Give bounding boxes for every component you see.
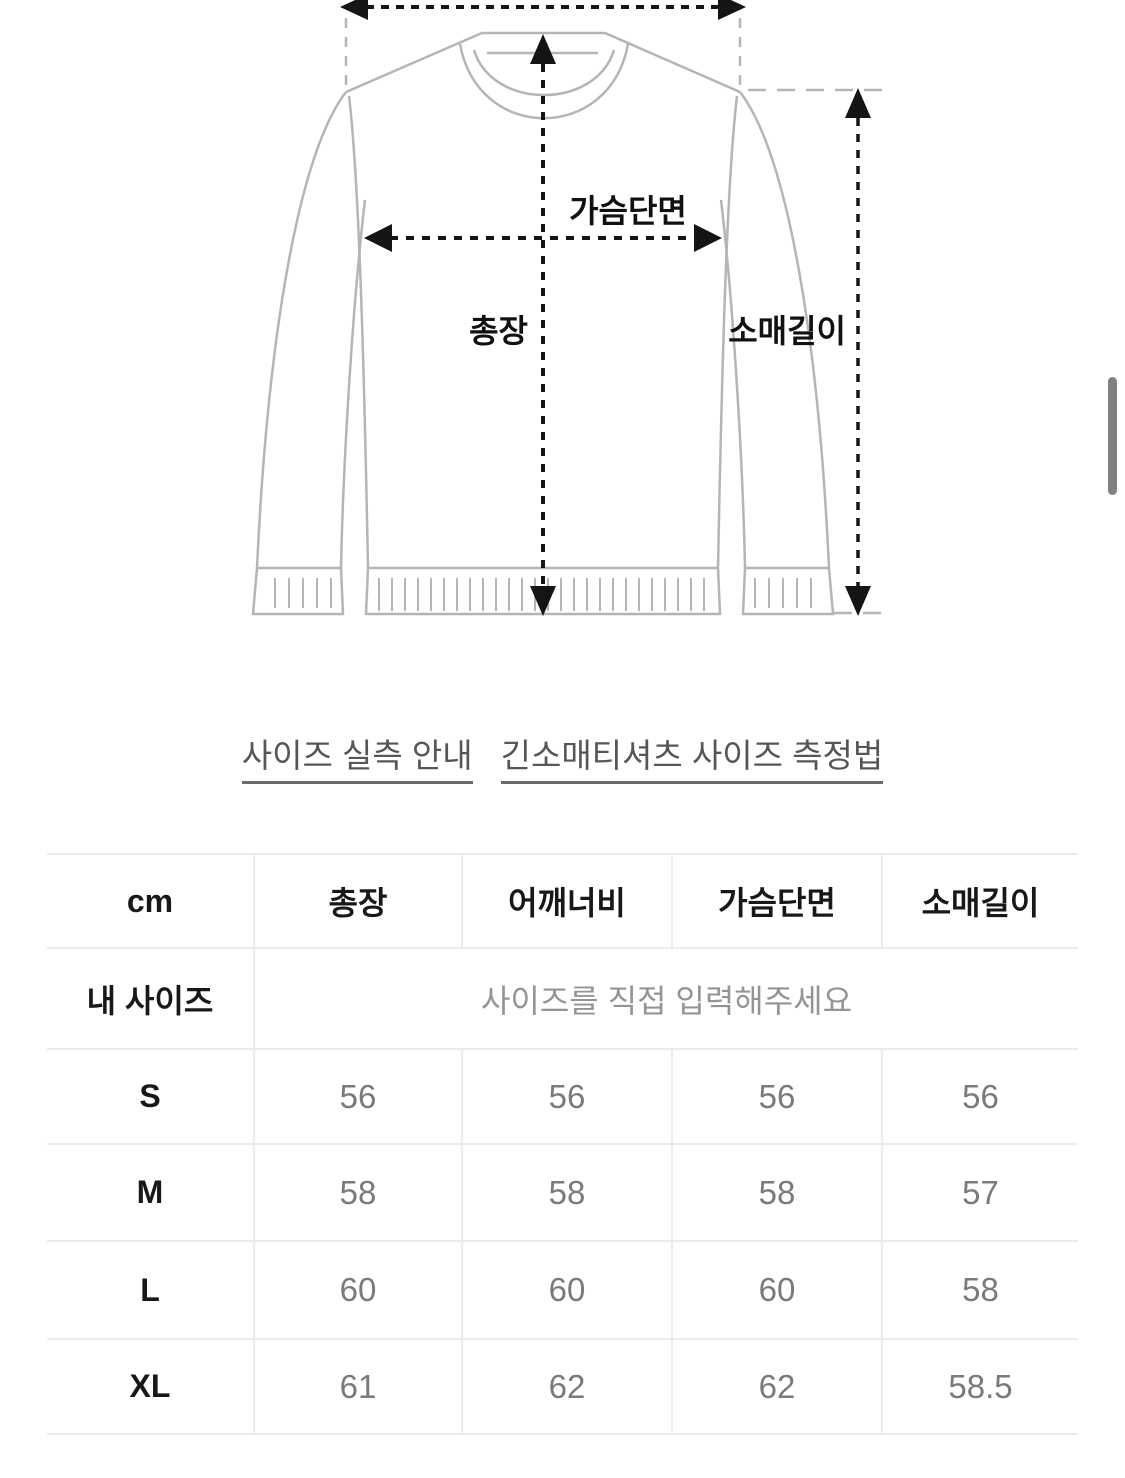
size-label-m: M	[47, 1143, 255, 1242]
size-label-s: S	[47, 1048, 255, 1145]
table-row-xl: XL 61 62 62 58.5	[47, 1338, 1078, 1435]
left-cuff-ticks	[274, 578, 332, 608]
arrow-up-icon	[845, 88, 871, 118]
size-label-xl: XL	[47, 1338, 255, 1435]
value-cell: 62	[671, 1338, 883, 1435]
unit-header-cell: cm	[47, 853, 255, 949]
size-measure-guide-link[interactable]: 사이즈 실측 안내	[241, 736, 473, 784]
size-guide-links: 사이즈 실측 안내 긴소매티셔츠 사이즈 측정법	[0, 736, 1125, 784]
size-label-l: L	[47, 1240, 255, 1340]
sweatshirt-flat-sketch-icon: 가슴단면 총장 소매길이	[251, 0, 888, 616]
arrow-right-icon	[694, 224, 722, 252]
col-header-chest-width: 가슴단면	[671, 853, 883, 949]
value-cell: 60	[461, 1240, 673, 1340]
value-cell: 58.5	[881, 1338, 1078, 1435]
col-header-sleeve-length: 소매길이	[881, 853, 1078, 949]
arrow-left-icon	[364, 224, 392, 252]
left-sleeve-outer	[255, 91, 347, 569]
arrow-up-icon	[530, 34, 556, 64]
table-row-m: M 58 58 58 57	[47, 1143, 1078, 1242]
table-row-s: S 56 56 56 56	[47, 1048, 1078, 1145]
value-cell: 60	[253, 1240, 463, 1340]
col-header-shoulder-width: 어깨너비	[461, 853, 673, 949]
value-cell: 57	[881, 1143, 1078, 1242]
sleeve-length-label: 소매길이	[728, 313, 846, 349]
value-cell: 58	[671, 1143, 883, 1242]
right-body-seam	[716, 95, 739, 569]
size-table: cm 총장 어깨너비 가슴단면 소매길이 내 사이즈 사이즈를 직접 입력해주세…	[47, 853, 1078, 1435]
value-cell: 56	[881, 1048, 1078, 1145]
total-length-label: 총장	[469, 313, 528, 349]
left-sleeve-inner	[339, 199, 367, 569]
hem-rib-ticks	[378, 578, 705, 611]
right-sleeve-inner	[719, 199, 747, 569]
arrow-down-icon	[845, 586, 871, 616]
value-cell: 62	[461, 1338, 673, 1435]
value-cell: 58	[461, 1143, 673, 1242]
garment-measurement-diagram: 가슴단면 총장 소매길이	[0, 0, 1125, 660]
value-cell: 56	[461, 1048, 673, 1145]
value-cell: 61	[253, 1338, 463, 1435]
table-row-l: L 60 60 60 58	[47, 1240, 1078, 1340]
scrollbar-thumb[interactable]	[1108, 377, 1117, 495]
value-cell: 56	[671, 1048, 883, 1145]
value-cell: 58	[881, 1240, 1078, 1340]
my-size-input[interactable]: 사이즈를 직접 입력해주세요	[253, 947, 1078, 1050]
right-sleeve-outer	[739, 91, 831, 569]
shoulder-collar-outline	[345, 31, 741, 94]
left-cuff	[251, 566, 345, 616]
value-cell: 56	[253, 1048, 463, 1145]
collar-inner-arc	[472, 49, 616, 97]
value-cell: 60	[671, 1240, 883, 1340]
my-size-label: 내 사이즈	[47, 947, 255, 1050]
left-body-seam	[347, 95, 370, 569]
table-header-row: cm 총장 어깨너비 가슴단면 소매길이	[47, 853, 1078, 949]
howto-measure-link[interactable]: 긴소매티셔츠 사이즈 측정법	[500, 736, 884, 784]
arrow-down-icon	[530, 586, 556, 616]
chest-width-label: 가슴단면	[569, 193, 687, 229]
right-cuff-ticks	[754, 578, 812, 608]
col-header-total-length: 총장	[253, 853, 463, 949]
my-size-row: 내 사이즈 사이즈를 직접 입력해주세요	[47, 947, 1078, 1050]
arrow-right-icon	[718, 0, 746, 20]
arrow-left-icon	[340, 0, 368, 20]
value-cell: 58	[253, 1143, 463, 1242]
sleeve-guide-lines	[748, 88, 888, 615]
right-cuff	[741, 566, 835, 616]
